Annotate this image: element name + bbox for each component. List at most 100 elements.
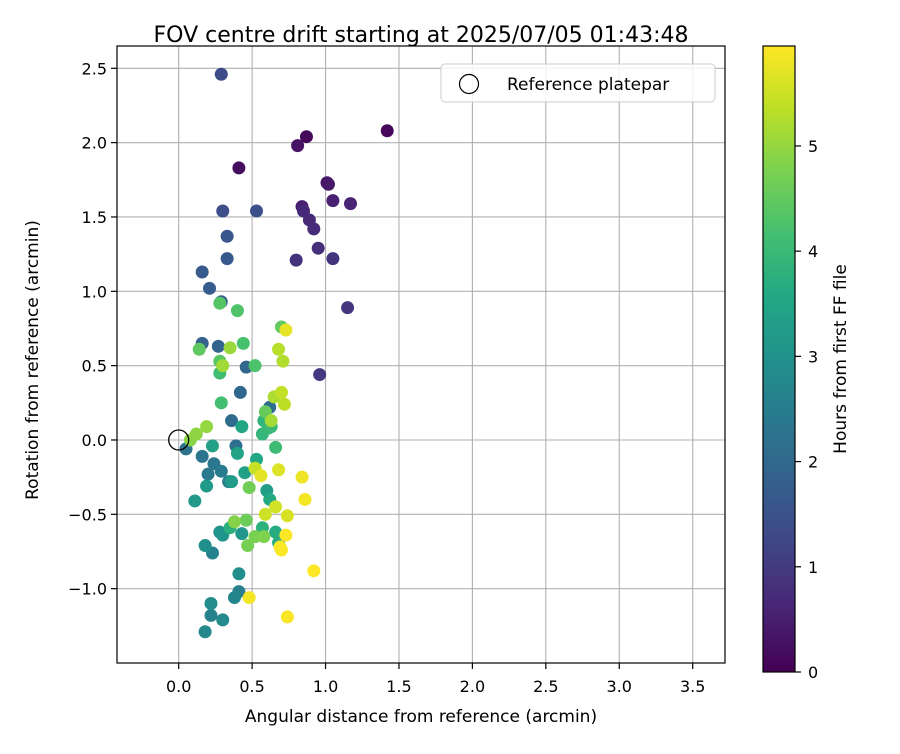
data-points	[168, 67, 394, 639]
data-point	[295, 470, 309, 484]
x-tick-label: 2.5	[533, 677, 558, 696]
data-point	[242, 481, 256, 495]
y-tick-label: −1.0	[68, 580, 107, 599]
data-point	[214, 67, 228, 81]
data-point	[307, 564, 321, 578]
data-point	[241, 539, 255, 553]
data-point	[230, 446, 244, 460]
data-point	[225, 414, 239, 428]
data-point	[225, 475, 239, 489]
data-point	[326, 252, 340, 266]
reference-point-marker	[168, 429, 190, 451]
x-tick-label: 3.5	[680, 677, 705, 696]
x-tick-label: 0.5	[239, 677, 264, 696]
data-point	[380, 124, 394, 138]
y-tick-label: −0.5	[68, 505, 107, 524]
data-point	[211, 339, 225, 353]
data-point	[313, 368, 327, 382]
data-point	[272, 342, 286, 356]
data-point	[204, 608, 218, 622]
data-point	[279, 323, 293, 337]
data-point	[258, 507, 272, 521]
colorbar-tick-label: 3	[808, 347, 818, 366]
data-point	[277, 397, 291, 411]
colorbar-tick-label: 2	[808, 453, 818, 472]
data-point	[274, 385, 288, 399]
data-point	[344, 197, 358, 211]
data-point	[232, 161, 246, 175]
data-point	[239, 513, 253, 527]
data-point	[227, 515, 241, 529]
legend-label: Reference platepar	[507, 75, 669, 95]
data-point	[195, 265, 209, 279]
data-point	[201, 467, 215, 481]
x-tick-label: 3.0	[607, 677, 632, 696]
data-point	[198, 539, 212, 553]
data-point	[235, 527, 249, 541]
x-tick-label: 1.0	[313, 677, 338, 696]
data-point	[216, 204, 230, 218]
data-point	[272, 463, 286, 477]
data-point	[205, 439, 219, 453]
legend-box	[440, 63, 716, 103]
data-point	[203, 281, 217, 295]
colorbar-tick-label: 4	[808, 242, 818, 261]
data-point	[254, 469, 268, 483]
data-point	[269, 525, 283, 539]
data-point	[326, 194, 340, 208]
legend: Reference platepar	[440, 63, 716, 103]
y-tick-label: 2.5	[82, 59, 107, 78]
x-tick-label: 0.0	[166, 677, 191, 696]
data-point	[233, 385, 247, 399]
data-point	[238, 466, 252, 480]
y-tick-label: 2.0	[82, 134, 107, 153]
y-axis-ticks: −1.0 −0.5 0.0 0.5 1.0 1.5 2.0 2.5	[68, 59, 117, 599]
data-point	[200, 420, 214, 434]
y-tick-label: 0.0	[82, 431, 107, 450]
data-point	[276, 354, 290, 368]
y-tick-label: 1.5	[82, 208, 107, 227]
data-point	[291, 139, 305, 153]
plot-frame	[116, 45, 726, 664]
y-axis-label: Rotation from reference (arcmin)	[23, 220, 43, 500]
data-point	[289, 253, 303, 267]
data-point	[195, 449, 209, 463]
data-point	[227, 591, 241, 605]
data-point	[230, 304, 244, 318]
x-axis-ticks: 0.0 0.5 1.0 1.5 2.0 2.5 3.0 3.5	[166, 663, 705, 696]
data-point	[192, 342, 206, 356]
data-point	[216, 613, 230, 627]
data-point	[214, 396, 228, 410]
x-tick-label: 1.5	[386, 677, 411, 696]
chart-title: FOV centre drift starting at 2025/07/05 …	[154, 23, 689, 48]
data-point	[223, 341, 237, 355]
legend-marker	[458, 73, 480, 95]
colorbar-label: Hours from first FF file	[831, 264, 851, 454]
data-point	[214, 464, 228, 478]
data-point	[189, 427, 203, 441]
data-point	[321, 177, 335, 191]
data-point	[257, 530, 271, 544]
data-point	[220, 252, 234, 266]
data-point	[273, 540, 287, 554]
data-point	[242, 591, 256, 605]
data-point	[200, 479, 214, 493]
data-point	[236, 336, 250, 350]
data-point	[232, 567, 246, 581]
data-point	[280, 610, 294, 624]
data-point	[264, 414, 278, 428]
y-tick-label: 0.5	[82, 357, 107, 376]
data-point	[188, 494, 202, 508]
data-point	[299, 130, 313, 144]
data-point	[269, 500, 283, 514]
data-point	[298, 492, 312, 506]
data-point	[250, 204, 264, 218]
colorbar: 0 1 2 3 4 5 Hours from first FF file	[762, 45, 851, 682]
data-point	[279, 528, 293, 542]
colorbar-tick-label: 1	[808, 558, 818, 577]
data-point	[235, 420, 249, 434]
data-point	[248, 359, 262, 373]
colorbar-ticks: 0 1 2 3 4 5	[795, 137, 818, 682]
data-point	[198, 625, 212, 639]
